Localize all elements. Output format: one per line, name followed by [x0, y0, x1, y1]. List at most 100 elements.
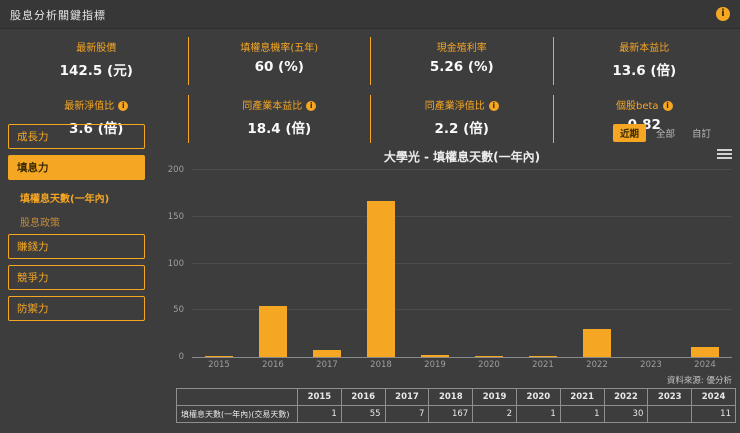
x-axis-label: 2022 [586, 360, 608, 370]
kpi-label-text: 最新淨值比 [64, 101, 115, 112]
gridline [192, 169, 732, 170]
page-title: 股息分析關鍵指標 [10, 9, 106, 22]
kpi-cell: 填權息機率(五年) 60 (%) [187, 37, 371, 85]
kpi-label-text: 個股beta [615, 101, 659, 112]
table-year-header: 2015 [297, 388, 342, 406]
sidebar-item[interactable]: 競爭力 [8, 265, 145, 290]
kpi-value: 60 (%) [254, 59, 304, 75]
table-year-header: 2024 [691, 388, 736, 406]
table-year-header: 2020 [515, 388, 561, 406]
table-value-cell: 2 [472, 405, 517, 423]
kpi-value: 142.5 (元) [59, 63, 133, 79]
kpi-row-1: 最新股價 142.5 (元) 填權息機率(五年) 60 (%) 現金殖利率 5.26 (%… [5, 30, 735, 88]
kpi-section: 最新股價 142.5 (元) 填權息機率(五年) 60 (%) 現金殖利率 5.26 (%… [5, 30, 735, 146]
table-value-cell: 7 [384, 405, 430, 423]
header-info-icon[interactable]: i [716, 7, 730, 21]
sidebar: 成長力填息力填權息天數(一年內) 股息政策賺錢力競爭力防禦力 [8, 124, 145, 327]
x-axis-label: 2021 [532, 360, 554, 370]
chart-data-table: 2015 2016 2017 2018 2019 2020 2021 2022 2023 2024… [176, 388, 736, 423]
table-value-cell [647, 405, 693, 423]
kpi-label: 同產業淨值比 i [371, 97, 553, 112]
kpi-label: 最新淨值比 i [5, 97, 188, 112]
sidebar-item[interactable]: 成長力 [8, 124, 145, 149]
kpi-row-2: 最新淨值比 i 3.6 (倍) 同產業本益比 i 18.4 (倍) 同產業淨值比 i 2.2 (… [5, 88, 735, 146]
y-axis-label: 200 [167, 165, 184, 175]
info-icon[interactable]: i [118, 101, 129, 111]
x-axis-label: 2018 [370, 360, 392, 370]
table-value-cell: 1 [515, 405, 561, 423]
table-value-cell: 30 [603, 405, 649, 423]
table-year-header: 2021 [559, 388, 605, 406]
y-axis-label: 50 [173, 305, 184, 316]
range-button[interactable]: 全部 [655, 129, 675, 140]
bar[interactable] [312, 350, 342, 357]
bar[interactable] [258, 305, 288, 357]
kpi-label-text: 現金殖利率 [436, 43, 487, 54]
table-year-header: 2016 [340, 388, 386, 406]
kpi-label-text: 最新股價 [76, 43, 117, 54]
range-button[interactable]: 自訂 [691, 129, 711, 140]
table-corner-cell [176, 388, 298, 406]
kpi-label: 最新股價 [5, 39, 188, 54]
y-axis-label: 150 [167, 211, 184, 222]
kpi-label: 最新本益比 [554, 39, 736, 54]
gridline [192, 309, 732, 311]
range-button[interactable]: 近期 [612, 124, 646, 142]
x-axis-label: 2017 [316, 360, 338, 370]
table-year-header: 2019 [472, 388, 517, 406]
x-axis-label: 2024 [694, 360, 716, 370]
kpi-value: 18.4 (倍) [247, 121, 312, 137]
sidebar-subitem[interactable]: 股息政策 [20, 218, 60, 229]
kpi-value: 3.6 (倍) [69, 121, 124, 137]
sidebar-item[interactable]: 賺錢力 [8, 234, 145, 259]
bar[interactable] [366, 200, 396, 357]
kpi-label: 同產業本益比 i [189, 97, 371, 112]
kpi-value: 5.26 (%) [429, 59, 494, 75]
kpi-label: 現金殖利率 [371, 39, 553, 54]
kpi-label-text: 同產業本益比 [242, 101, 303, 112]
x-axis-label: 2023 [640, 360, 662, 370]
table-value-cell: 1 [297, 405, 342, 423]
kpi-label-text: 同產業淨值比 [424, 101, 485, 112]
info-icon[interactable]: i [662, 101, 673, 111]
range-button-group: 近期 全部 自訂 [612, 124, 718, 142]
data-source-label: 資料來源: 優分析 [666, 376, 732, 386]
info-icon[interactable]: i [306, 101, 317, 111]
x-axis-label: 2020 [478, 360, 500, 370]
x-axis-label: 2016 [262, 360, 284, 370]
kpi-cell: 同產業本益比 i 18.4 (倍) [187, 95, 371, 143]
bar[interactable] [528, 356, 558, 357]
app-header: 股息分析關鍵指標 i [0, 0, 740, 29]
chart-menu-icon[interactable] [717, 147, 732, 161]
kpi-label: 個股beta i [554, 97, 736, 112]
kpi-value: 2.2 (倍) [434, 121, 489, 137]
info-icon[interactable]: i [488, 101, 499, 111]
gridline [192, 262, 732, 264]
sidebar-item[interactable]: 填息力 [8, 155, 145, 180]
kpi-cell: 現金殖利率 5.26 (%) [370, 37, 553, 85]
gridline [192, 215, 732, 217]
kpi-label-text: 最新本益比 [619, 43, 670, 54]
table-year-header: 2022 [603, 388, 649, 406]
bar[interactable] [582, 328, 612, 357]
y-axis: 0 50 100 150 200 [150, 165, 188, 362]
bar[interactable] [690, 346, 720, 357]
sidebar-item[interactable]: 防禦力 [8, 296, 145, 321]
table-year-header: 2023 [647, 388, 693, 406]
chart-title: 大學光 - 填權息天數(一年內) [383, 150, 541, 164]
table-year-header: 2018 [428, 388, 474, 406]
kpi-value: 13.6 (倍) [612, 63, 677, 79]
sidebar-subitem[interactable]: 填權息天數(一年內) [20, 194, 110, 205]
bar[interactable] [474, 356, 504, 357]
bar[interactable] [420, 355, 450, 357]
table-value-cell: 11 [691, 405, 736, 423]
kpi-label-text: 填權息機率(五年) [240, 43, 319, 54]
x-axis-label: 2015 [208, 360, 230, 370]
y-axis-label: 100 [167, 258, 184, 269]
bar[interactable] [204, 356, 234, 357]
x-axis-label: 2019 [424, 360, 446, 370]
kpi-label: 填權息機率(五年) [189, 39, 371, 54]
y-axis-label: 0 [178, 352, 184, 362]
table-year-header: 2017 [384, 388, 430, 406]
